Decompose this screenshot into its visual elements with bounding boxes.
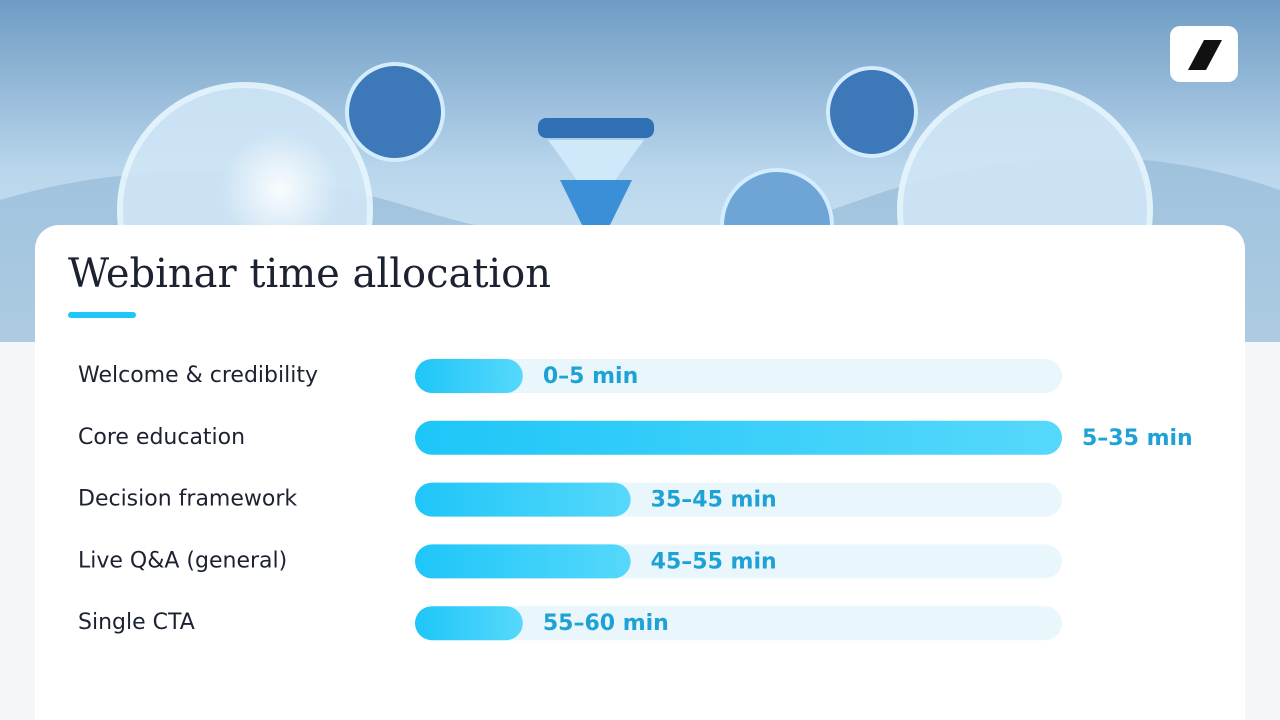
category-label: Live Q&A (general) (78, 548, 287, 573)
bar (415, 482, 631, 517)
value-label: 0–5 min (543, 364, 638, 389)
value-label: 5–35 min (1082, 426, 1193, 451)
bar (415, 420, 1062, 455)
category-label: Welcome & credibility (78, 363, 318, 388)
chart-title: Webinar time allocation (68, 251, 551, 297)
title-accent (68, 312, 136, 318)
category-label: Single CTA (78, 610, 195, 635)
bar (415, 544, 631, 579)
bar (415, 606, 523, 641)
bar-track (415, 359, 1062, 393)
bar-track (415, 606, 1062, 641)
card (35, 225, 1245, 720)
value-label: 45–55 min (651, 549, 777, 574)
bar (415, 359, 523, 393)
category-label: Decision framework (78, 487, 297, 512)
value-label: 35–45 min (651, 488, 777, 513)
category-label: Core education (78, 425, 245, 450)
value-label: 55–60 min (543, 611, 669, 636)
